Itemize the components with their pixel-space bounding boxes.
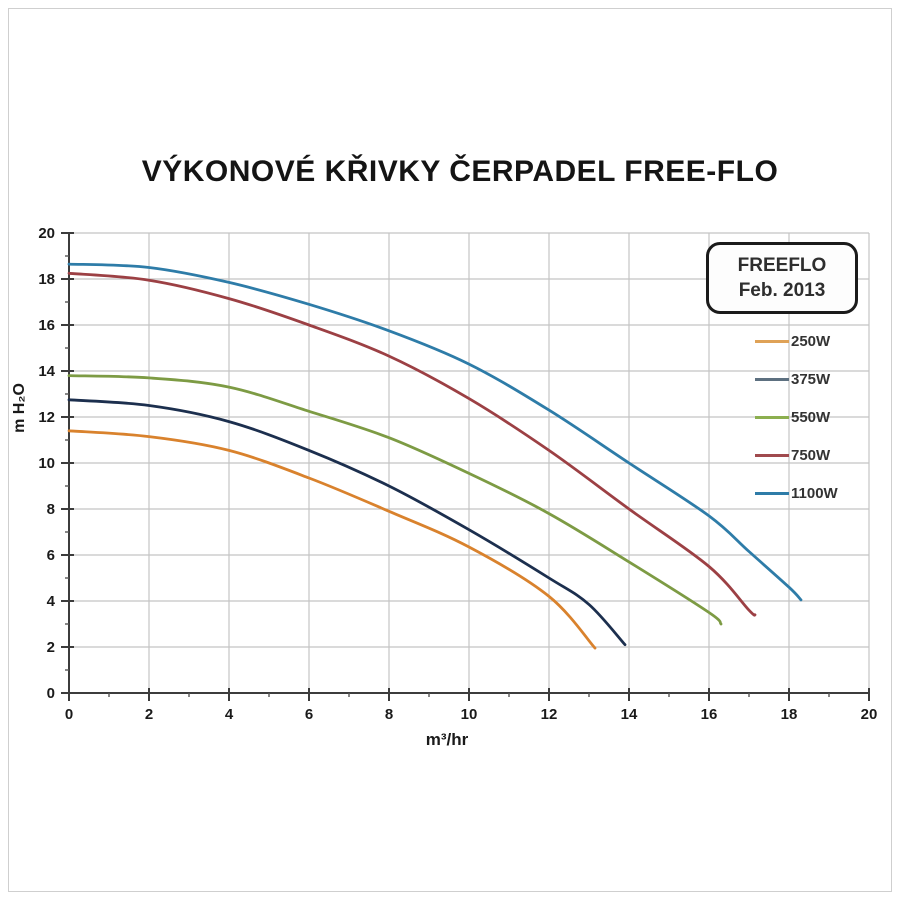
legend-label-1100w: 1100W — [791, 484, 838, 502]
curve-250w — [67, 429, 597, 650]
x-axis-tick-label: 6 — [305, 706, 313, 723]
x-axis-tick-label: 12 — [541, 706, 558, 723]
chart-title: VÝKONOVÉ KŘIVKY ČERPADEL FREE-FLO — [141, 155, 779, 188]
legend-label-550w: 550W — [791, 408, 831, 426]
legend-label-750w: 750W — [791, 446, 831, 464]
y-axis-tick-label: 10 — [38, 455, 55, 472]
legend-item-375w: 375W — [755, 368, 838, 390]
legend-title-line2: Feb. 2013 — [738, 279, 826, 301]
legend-swatch-1100w — [755, 491, 789, 495]
y-axis-tick-label: 8 — [47, 501, 55, 518]
x-axis-tick-label: 8 — [385, 706, 393, 723]
legend-swatch-550w — [755, 415, 789, 419]
legend-item-550w: 550W — [755, 406, 838, 428]
legend-swatch-250w — [755, 339, 789, 343]
x-axis-tick-label: 4 — [225, 706, 234, 723]
legend-swatch-750w — [755, 453, 789, 457]
x-axis-tick-label: 2 — [145, 706, 153, 723]
legend-swatch-375w — [755, 377, 789, 381]
legend-item-750w: 750W — [755, 444, 838, 466]
legend-label-375w: 375W — [791, 370, 831, 388]
x-axis-tick-label: 20 — [861, 706, 878, 723]
legend-label-250w: 250W — [791, 332, 831, 350]
legend-item-1100w: 1100W — [755, 482, 838, 504]
legend: 250W 375W 550W 750W 1100W — [755, 330, 838, 504]
x-axis-tick-label: 0 — [65, 706, 73, 723]
curve-750w — [67, 271, 757, 617]
x-axis-tick-label: 18 — [781, 706, 798, 723]
legend-title-box: FREEFLO Feb. 2013 — [706, 242, 858, 314]
x-axis-tick-label: 14 — [621, 706, 638, 723]
y-axis-tick-label: 16 — [38, 317, 55, 334]
y-axis-tick-label: 14 — [38, 363, 55, 380]
legend-item-250w: 250W — [755, 330, 838, 352]
y-axis-tick-label: 2 — [47, 639, 55, 656]
y-axis-tick-label: 12 — [38, 409, 55, 426]
y-axis-tick-label: 0 — [47, 685, 55, 702]
y-axis-tick-label: 6 — [47, 547, 55, 564]
curve-375w — [67, 398, 627, 647]
y-axis-tick-label: 4 — [47, 593, 56, 610]
y-axis-title: m H₂O — [11, 383, 28, 433]
curve-550w — [67, 374, 723, 626]
x-axis-title: m³/hr — [426, 730, 469, 749]
x-axis-tick-label: 16 — [701, 706, 718, 723]
x-axis-tick-label: 10 — [461, 706, 478, 723]
curve-1100w — [67, 262, 803, 602]
legend-title-line1: FREEFLO — [737, 254, 827, 276]
y-axis-tick-label: 18 — [38, 271, 55, 288]
y-axis-tick-label: 20 — [38, 225, 55, 242]
